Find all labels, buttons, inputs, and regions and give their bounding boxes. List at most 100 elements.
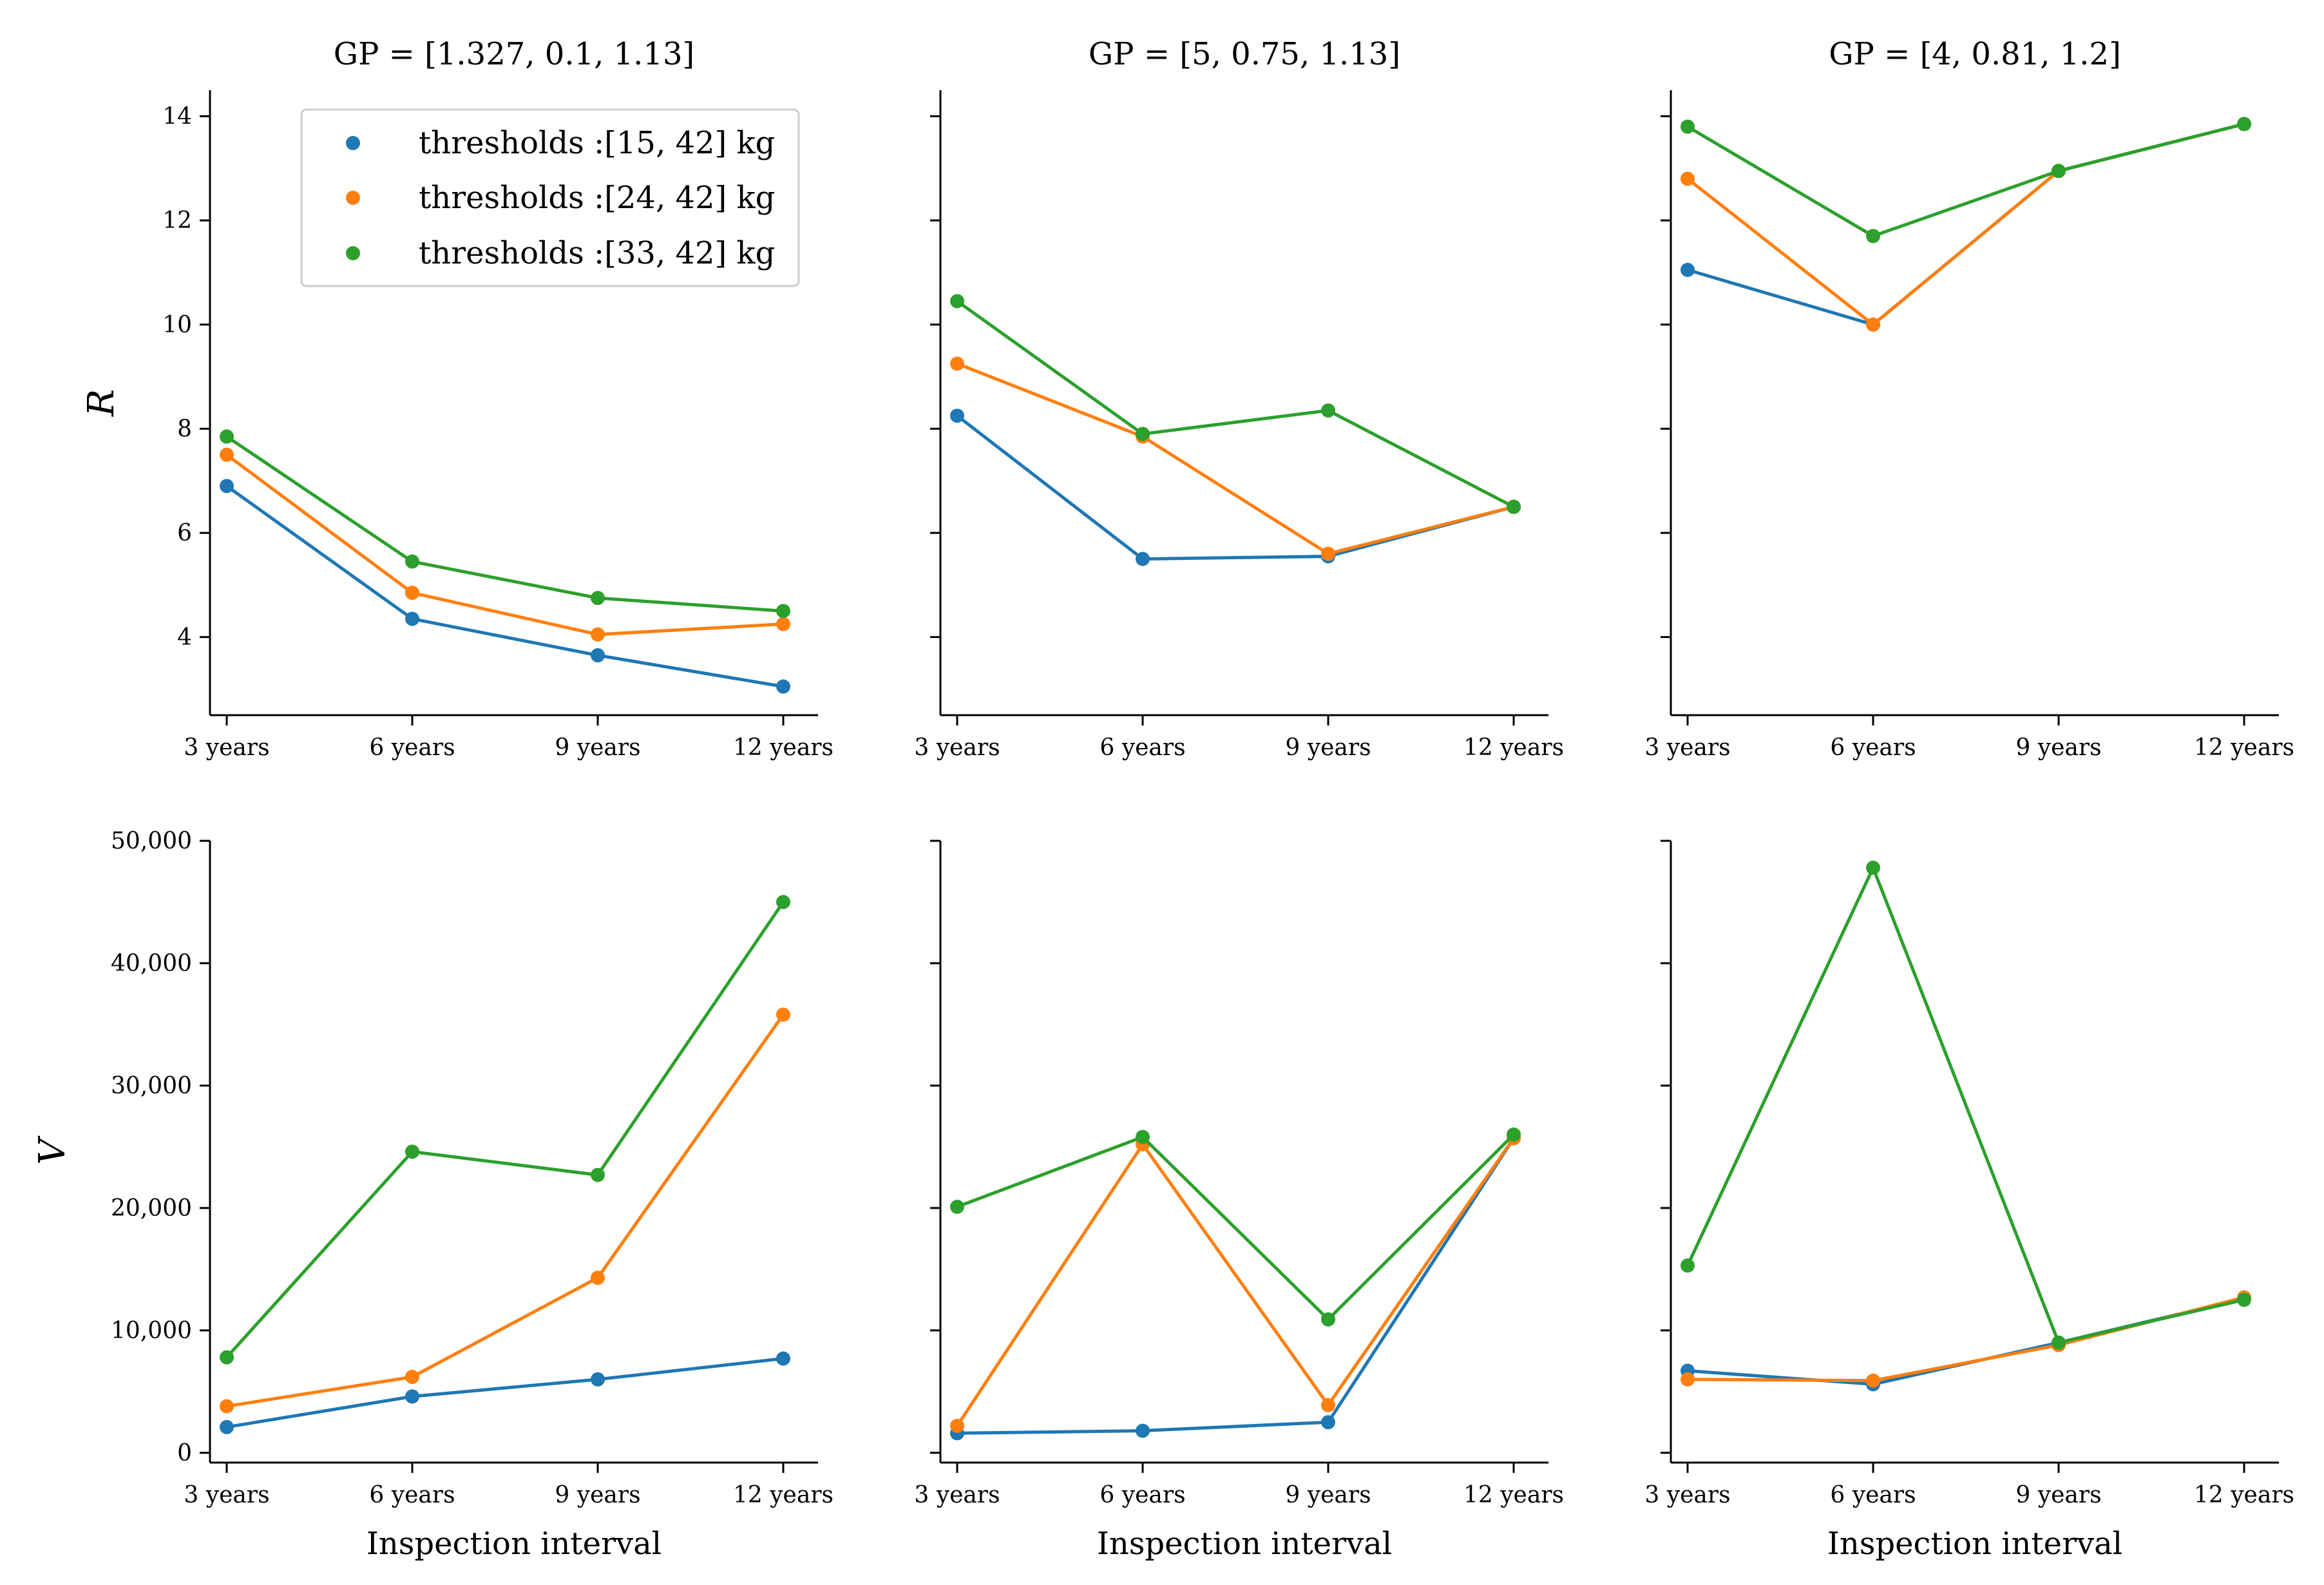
x-tick-label: 3 years — [184, 735, 269, 761]
panel-1: 4 6 8 10 12 14 3 years 6 years 9 years 12 years GP… — [81, 36, 833, 761]
y-tick-label: 20,000 — [111, 1195, 192, 1222]
data-point — [776, 617, 790, 631]
x-tick-label: 12 years — [2194, 735, 2294, 761]
x-tick-label: 6 years — [369, 1482, 455, 1508]
data-point — [2237, 117, 2251, 131]
data-point — [950, 294, 964, 309]
panel-title: GP = [5, 0.75, 1.13] — [1089, 36, 1400, 72]
data-point — [591, 1167, 605, 1182]
data-point — [1866, 317, 1880, 332]
x-tick-label: 12 years — [2194, 1482, 2294, 1508]
x-tick-label: 12 years — [1463, 1482, 1564, 1508]
x-tick-label: 9 years — [555, 1482, 640, 1508]
data-point — [220, 447, 234, 462]
legend: thresholds :[15, 42] kg thresholds :[24,… — [300, 108, 800, 287]
data-point — [1681, 119, 1695, 134]
legend-label-3: thresholds :[33, 42] kg — [419, 235, 775, 271]
data-point — [776, 894, 790, 909]
data-point — [220, 1419, 234, 1434]
x-tick-label: 12 years — [733, 735, 833, 761]
data-point — [591, 591, 605, 606]
data-point — [591, 1271, 605, 1285]
x-axis-label: Inspection interval — [1827, 1526, 2122, 1562]
data-point — [1866, 1373, 1880, 1388]
data-point — [776, 679, 790, 694]
x-tick-label: 6 years — [1830, 735, 1916, 761]
panel-title: GP = [4, 0.81, 1.2] — [1829, 36, 2121, 72]
y-tick-label: 0 — [177, 1440, 192, 1466]
data-point — [405, 1144, 419, 1159]
y-tick-label: 10 — [162, 312, 192, 338]
series-line-3 — [1686, 122, 2245, 238]
data-point — [220, 479, 234, 494]
series-line-1 — [226, 1357, 784, 1429]
data-point — [1681, 1372, 1695, 1387]
data-point — [776, 604, 790, 619]
x-tick-label: 3 years — [184, 1482, 269, 1508]
data-point — [405, 554, 419, 569]
x-tick-label: 9 years — [555, 735, 640, 761]
data-point — [591, 648, 605, 663]
data-point — [405, 1370, 419, 1385]
data-point — [1136, 427, 1150, 441]
data-point — [1681, 262, 1695, 277]
data-point — [220, 1350, 234, 1365]
legend-label-1: thresholds :[15, 42] kg — [419, 125, 775, 161]
legend-marker-2 — [346, 191, 360, 205]
x-tick-label: 3 years — [1644, 1482, 1730, 1508]
x-tick-label: 12 years — [1463, 735, 1564, 761]
data-point — [220, 1399, 234, 1414]
x-tick-label: 6 years — [369, 735, 455, 761]
data-point — [405, 586, 419, 600]
series-line-1 — [225, 485, 784, 689]
y-tick-label: 4 — [177, 624, 192, 651]
data-point — [2237, 1292, 2251, 1307]
y-axis-label: V — [32, 1135, 73, 1165]
panel-6: 3 years 6 years 9 years 12 years Inspection … — [1644, 840, 2294, 1562]
y-tick-label: 8 — [177, 416, 192, 442]
x-tick-label: 9 years — [1285, 1482, 1371, 1508]
data-point — [1136, 1423, 1150, 1438]
y-tick-label: 10,000 — [111, 1318, 192, 1344]
data-point — [1507, 499, 1521, 514]
y-tick-label: 30,000 — [111, 1073, 192, 1099]
data-point — [1321, 1398, 1335, 1412]
x-tick-label: 6 years — [1100, 1482, 1185, 1508]
data-point — [1321, 1312, 1335, 1327]
data-point — [776, 1007, 790, 1022]
series-line-3 — [1686, 866, 2245, 1345]
series-line-2 — [957, 362, 1514, 555]
x-axis-label: Inspection interval — [1097, 1526, 1392, 1562]
data-point — [1136, 552, 1150, 566]
data-point — [1321, 1415, 1335, 1430]
x-tick-label: 12 years — [733, 1482, 833, 1508]
series-line-3 — [225, 435, 784, 613]
data-point — [2052, 1335, 2066, 1350]
data-point — [1681, 1258, 1695, 1273]
y-tick-label: 12 — [162, 207, 192, 234]
series-line-3 — [957, 1133, 1515, 1321]
y-axis-label: R — [81, 389, 122, 417]
x-tick-label: 9 years — [1285, 735, 1371, 761]
x-axis-label: Inspection interval — [367, 1526, 662, 1562]
data-point — [950, 408, 964, 423]
data-point — [1321, 403, 1335, 418]
legend-frame — [300, 108, 800, 287]
data-point — [405, 611, 419, 626]
panel-4: 0 10,000 20,000 30,000 40,000 50,000 3 years 6 … — [32, 828, 833, 1562]
panel-5: 3 years 6 years 9 years 12 years Inspection … — [914, 840, 1564, 1562]
data-point — [591, 627, 605, 642]
legend-marker-1 — [346, 136, 360, 150]
data-point — [220, 429, 234, 444]
data-point — [950, 1199, 964, 1214]
data-point — [950, 356, 964, 371]
data-point — [591, 1372, 605, 1387]
x-tick-label: 9 years — [2015, 735, 2101, 761]
y-tick-label: 50,000 — [111, 828, 192, 854]
legend-marker-3 — [346, 246, 360, 260]
series-line-3 — [225, 901, 785, 1359]
y-tick-label: 14 — [162, 103, 192, 130]
legend-label-2: thresholds :[24, 42] kg — [419, 180, 775, 216]
data-point — [776, 1351, 790, 1366]
